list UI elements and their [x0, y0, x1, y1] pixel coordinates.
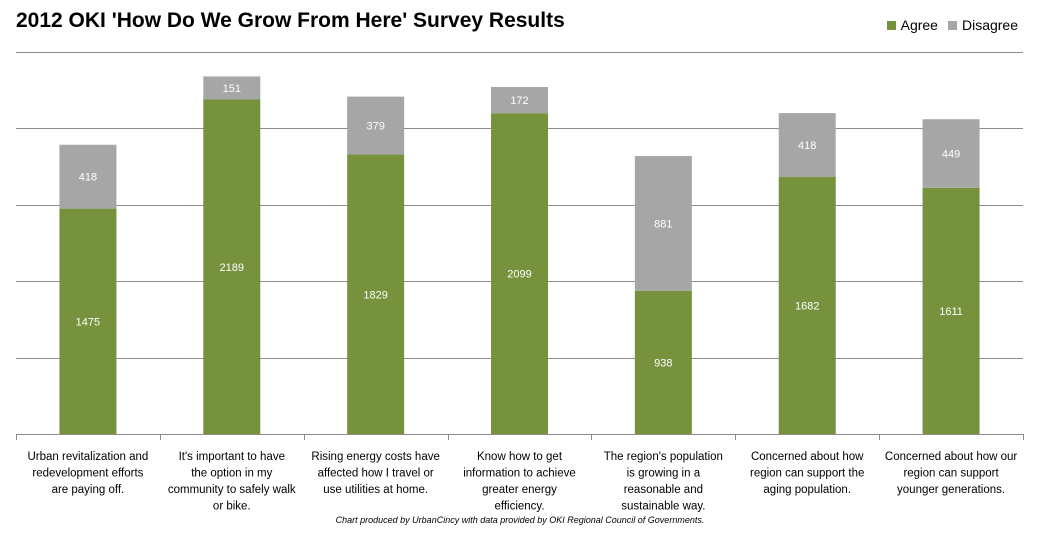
data-label-disagree: 449	[942, 149, 960, 161]
x-axis-category-label: Urban revitalization and redevelopment ef…	[28, 451, 149, 496]
x-axis-category-label: The region's population is growing in a re…	[604, 451, 723, 513]
legend-item-agree: Agree	[886, 17, 938, 33]
legend-swatch-agree	[886, 20, 896, 30]
bar-disagree	[922, 119, 980, 188]
data-label-disagree: 881	[654, 218, 672, 230]
legend-label-agree: Agree	[900, 17, 938, 33]
data-label-disagree: 418	[79, 172, 97, 184]
data-label-agree: 2099	[507, 269, 531, 281]
legend-swatch-disagree	[947, 20, 957, 30]
bar-agree	[203, 99, 261, 434]
bar-agree	[491, 113, 548, 434]
data-label-agree: 2189	[220, 262, 244, 274]
chart-legend: Agree Disagree	[877, 17, 1018, 33]
bar-agree	[634, 290, 692, 434]
chart-footnote: Chart produced by UrbanCincy with data p…	[335, 515, 705, 525]
data-label-disagree: 418	[798, 140, 816, 152]
legend-label-disagree: Disagree	[961, 17, 1018, 33]
chart-title: 2012 OKI 'How Do We Grow From Here' Surv…	[16, 9, 565, 32]
data-label-agree: 1611	[939, 306, 963, 318]
bar-agree	[59, 208, 117, 434]
bar-disagree	[634, 156, 692, 291]
bar-disagree	[347, 96, 405, 155]
bar-disagree	[778, 113, 836, 177]
legend-item-disagree: Disagree	[947, 17, 1018, 33]
x-axis-category-label: It's important to have the option in my co…	[168, 451, 296, 513]
bar-agree	[778, 176, 836, 434]
x-axis-category-label: Rising energy costs have affected how I t…	[311, 451, 439, 496]
bar-agree	[347, 154, 405, 434]
bar-agree	[922, 187, 980, 434]
bar-disagree	[491, 86, 548, 114]
data-label-agree: 1682	[795, 300, 819, 312]
x-axis-category-label: Concerned about how region can support th…	[750, 451, 864, 496]
data-label-disagree: 172	[510, 95, 528, 107]
data-label-agree: 938	[654, 357, 672, 369]
data-label-agree: 1475	[76, 316, 100, 328]
x-axis-category-label: Know how to get information to achieve gre…	[463, 451, 576, 513]
data-label-agree: 1829	[363, 289, 387, 301]
x-axis-category-label: Concerned about how our region can suppor…	[885, 451, 1018, 496]
data-label-disagree: 379	[366, 121, 384, 133]
bar-disagree	[203, 76, 261, 100]
bar-disagree	[59, 144, 117, 209]
data-label-disagree: 151	[223, 83, 241, 95]
